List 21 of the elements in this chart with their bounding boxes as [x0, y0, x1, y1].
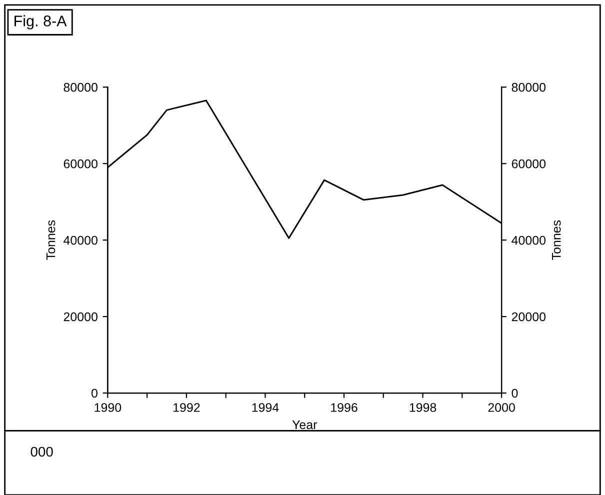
y2-tick-label: 60000	[512, 159, 546, 168]
chart-title: Fig. 8-A	[14, 15, 67, 30]
text: 000	[30, 446, 53, 457]
y-axis-title: Tonnes	[46, 220, 56, 260]
x-tick-label: 1994	[252, 403, 279, 412]
x-tick-label: 1996	[331, 403, 358, 412]
x-tick-label: 1992	[174, 403, 200, 412]
y2-tick-label: 0	[512, 388, 518, 398]
y-tick-label: 80000	[64, 82, 98, 92]
y-tick-label: 40000	[64, 236, 98, 245]
x-tick-label: 2000	[488, 403, 515, 412]
x-tick-label: 1990	[94, 403, 122, 412]
y-tick-label: 0	[92, 388, 98, 398]
y2-tick-label: 40000	[512, 236, 546, 245]
y-tick-label: 20000	[64, 312, 98, 322]
y2-tick-label: 80000	[512, 82, 546, 92]
x-axis-title: Year	[292, 420, 318, 430]
y-tick-label: 60000	[64, 159, 98, 168]
y2-tick-label: 20000	[512, 312, 546, 322]
y2-axis-title: Tonnes	[552, 220, 561, 260]
x-tick-label: 1998	[410, 403, 436, 412]
